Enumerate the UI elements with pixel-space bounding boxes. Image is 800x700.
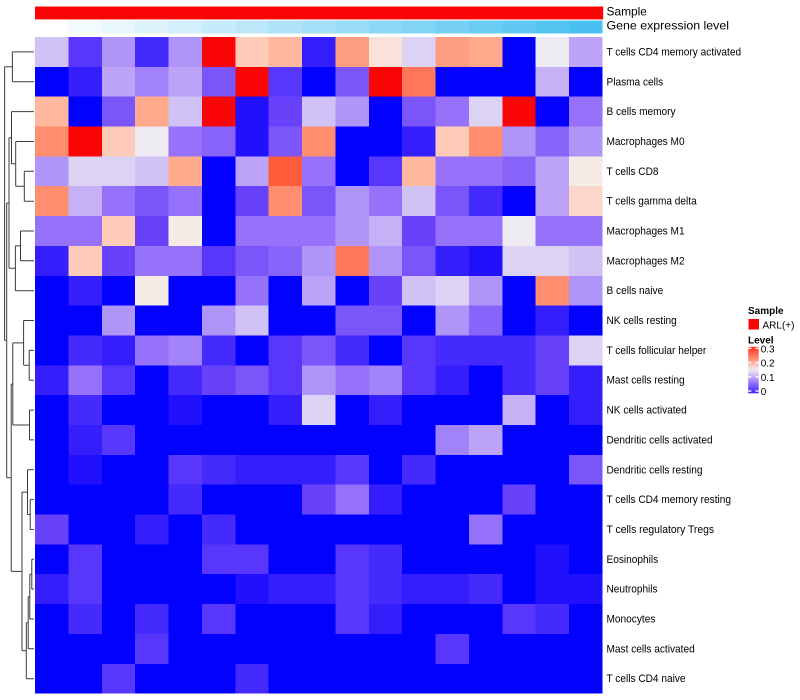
svg-text:Macrophages M2: Macrophages M2 (607, 255, 685, 267)
svg-text:T cells CD4 naive: T cells CD4 naive (607, 673, 686, 685)
svg-text:Eosinophils: Eosinophils (607, 554, 659, 566)
svg-text:0.3: 0.3 (761, 344, 775, 355)
svg-text:T cells CD4 memory resting: T cells CD4 memory resting (607, 494, 732, 506)
svg-text:Monocytes: Monocytes (607, 614, 656, 626)
svg-text:NK cells resting: NK cells resting (607, 315, 677, 327)
svg-text:0.2: 0.2 (761, 359, 775, 370)
svg-text:ARL(+): ARL(+) (763, 321, 795, 332)
svg-text:Level: Level (748, 336, 774, 347)
svg-text:T cells regulatory Tregs: T cells regulatory Tregs (607, 524, 715, 536)
svg-text:T cells CD8: T cells CD8 (607, 166, 659, 178)
svg-text:Macrophages M1: Macrophages M1 (607, 226, 685, 238)
svg-text:T cells CD4 memory activated: T cells CD4 memory activated (607, 46, 742, 58)
svg-text:Dendritic cells resting: Dendritic cells resting (607, 464, 703, 476)
svg-text:Neutrophils: Neutrophils (607, 584, 659, 596)
svg-text:Dendritic cells activated: Dendritic cells activated (607, 434, 713, 446)
svg-text:Plasma cells: Plasma cells (607, 76, 664, 88)
svg-text:Macrophages M0: Macrophages M0 (607, 136, 685, 148)
svg-text:B cells memory: B cells memory (607, 106, 677, 118)
svg-text:Gene expression level: Gene expression level (607, 19, 730, 33)
svg-text:Sample: Sample (607, 5, 648, 19)
svg-text:B cells naive: B cells naive (607, 285, 664, 297)
svg-text:NK cells activated: NK cells activated (607, 405, 687, 417)
svg-text:Mast cells resting: Mast cells resting (607, 375, 685, 387)
svg-text:Sample: Sample (748, 306, 784, 317)
svg-text:T cells gamma delta: T cells gamma delta (607, 196, 698, 208)
svg-text:0: 0 (761, 387, 767, 398)
svg-text:Mast cells activated: Mast cells activated (607, 643, 695, 655)
svg-text:T cells follicular helper: T cells follicular helper (607, 345, 707, 357)
svg-text:0.1: 0.1 (761, 373, 775, 384)
